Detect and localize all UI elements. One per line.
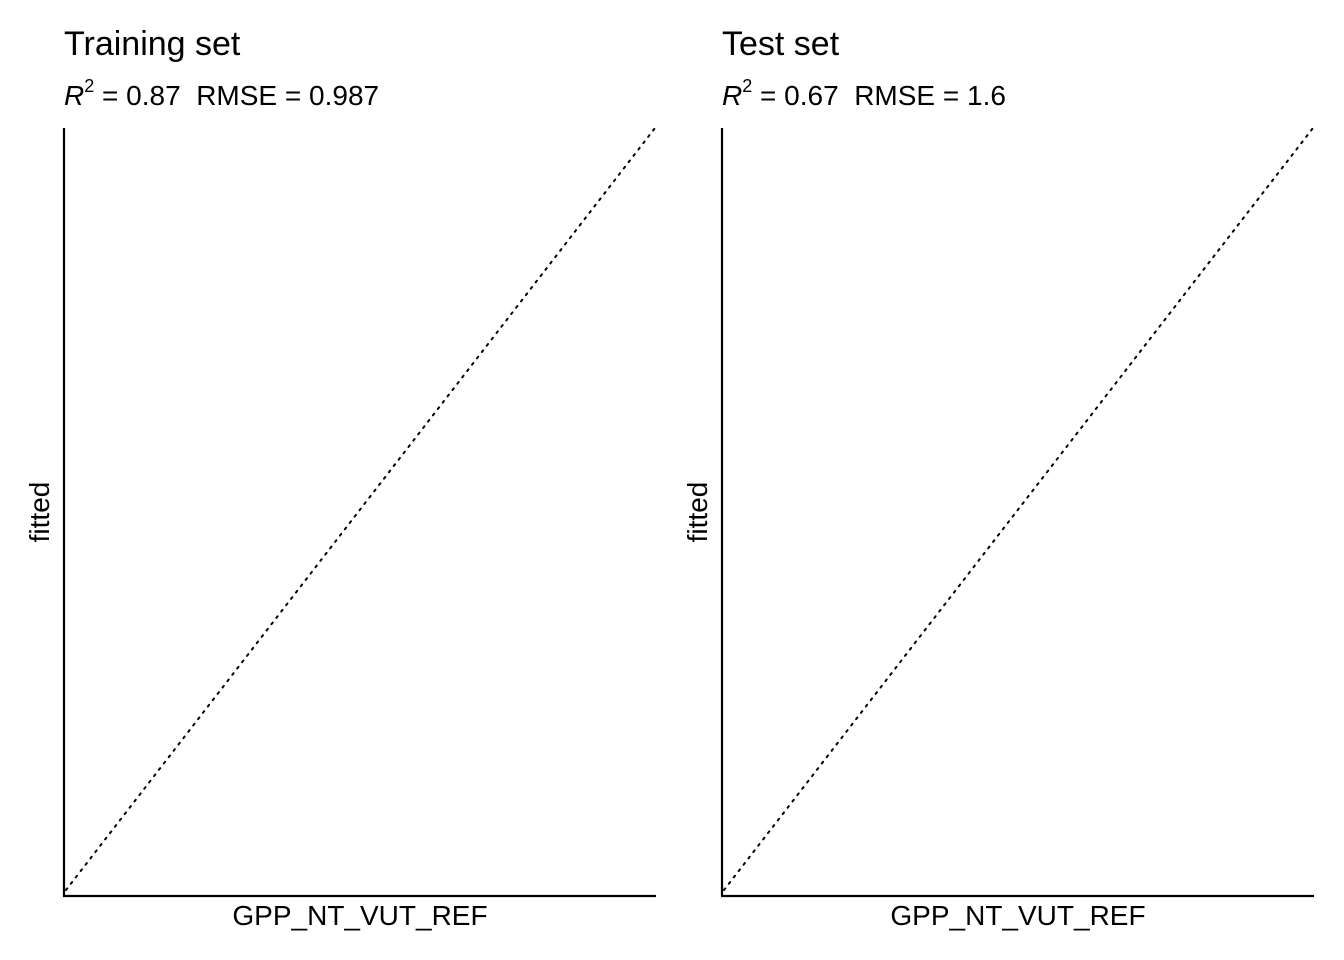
metrics-subtitle: R2 = 0.87 RMSE = 0.987 [64,76,379,116]
r2-value: = 0.87 [94,80,181,111]
identity-reference-line [723,127,1314,891]
test-panel: Test set R2 = 0.67 RMSE = 1.6 GPP_NT_VUT… [658,0,1330,960]
identity-reference-line [65,127,656,891]
r2-value: = 0.67 [752,80,839,111]
r2-power: 2 [742,75,753,96]
training-panel: Training set R2 = 0.87 RMSE = 0.987 GPP_… [24,25,656,931]
plot-area [720,127,1314,898]
y-axis-label: fitted [682,481,713,543]
rmse-value: RMSE = 0.987 [180,80,380,111]
rmse-value: RMSE = 1.6 [838,80,1006,111]
r2-symbol: R [722,80,743,111]
x-axis-label: GPP_NT_VUT_REF [890,900,1146,931]
plot-area [62,127,656,898]
r2-power: 2 [84,75,95,96]
x-axis-label: GPP_NT_VUT_REF [232,900,488,931]
r2-symbol: R [64,80,85,111]
y-axis-label: fitted [24,481,55,543]
metrics-subtitle: R2 = 0.67 RMSE = 1.6 [722,76,1006,116]
chart-title: Test set [722,25,840,63]
chart-title: Training set [64,25,241,63]
